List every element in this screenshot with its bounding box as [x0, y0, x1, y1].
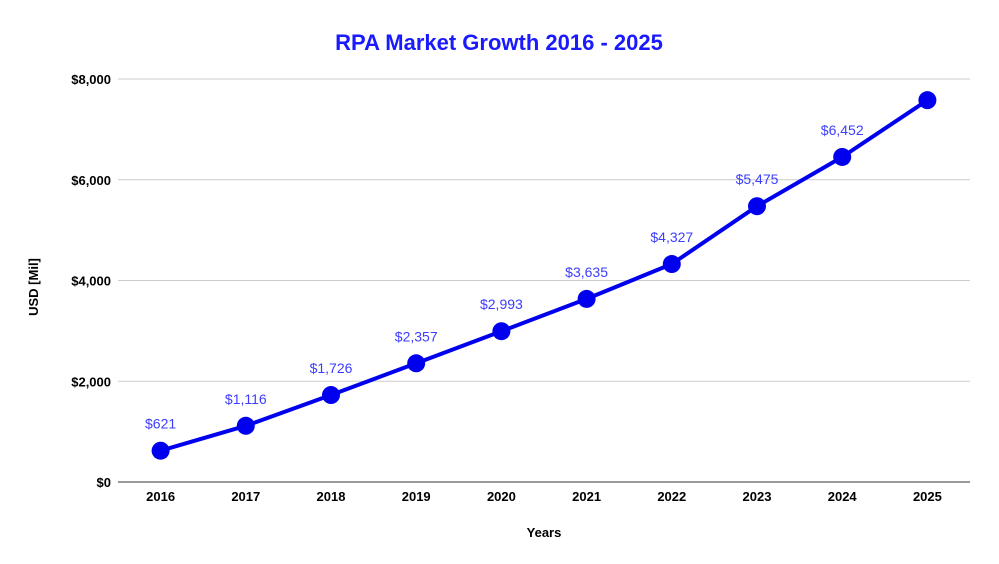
x-tick-label: 2024	[828, 489, 858, 504]
data-point	[151, 441, 170, 460]
grid-lines	[118, 78, 970, 483]
y-tick-label: $8,000	[71, 72, 111, 87]
x-tick-label: 2016	[146, 489, 175, 504]
data-point	[662, 255, 681, 274]
chart-title: RPA Market Growth 2016 - 2025	[335, 30, 663, 55]
y-axis-ticks: $0 $2,000 $4,000 $6,000 $8,000	[71, 72, 111, 490]
data-point	[918, 91, 937, 110]
series	[151, 91, 937, 460]
data-label: $5,475	[736, 171, 779, 187]
x-tick-label: 2019	[402, 489, 431, 504]
data-label: $1,116	[225, 391, 267, 407]
data-label: $6,452	[821, 122, 864, 138]
data-point	[577, 289, 596, 308]
x-tick-label: 2017	[231, 489, 260, 504]
series-line	[158, 98, 930, 453]
x-tick-label: 2020	[487, 489, 516, 504]
data-label: $4,327	[650, 229, 693, 245]
y-tick-label: $4,000	[71, 274, 111, 289]
x-tick-label: 2025	[913, 489, 942, 504]
y-tick-label: $0	[97, 475, 111, 490]
data-label: $3,635	[565, 264, 608, 280]
y-tick-label: $6,000	[71, 173, 111, 188]
x-tick-label: 2018	[317, 489, 346, 504]
data-point	[748, 197, 766, 216]
y-tick-label: $2,000	[71, 374, 111, 389]
x-axis-title: Years	[527, 525, 562, 540]
data-point	[492, 322, 511, 341]
data-point	[236, 416, 255, 435]
data-label: $2,993	[480, 296, 523, 312]
x-tick-label: 2022	[657, 489, 686, 504]
data-label: $2,357	[395, 328, 438, 344]
x-axis-ticks: 2016 2017 2018 2019 2020 2021 2022 2023 2024 2025	[146, 489, 942, 504]
data-point	[833, 147, 852, 166]
x-tick-label: 2021	[572, 489, 601, 504]
data-point	[322, 386, 340, 405]
y-axis-title: USD [Mil]	[26, 258, 41, 316]
data-label: $1,726	[310, 360, 353, 376]
data-label: $621	[145, 416, 176, 432]
data-labels: $621 $1,116 $1,726 $2,357 $2,993 $3,635 $4,327…	[145, 122, 864, 432]
data-point	[407, 354, 426, 373]
x-tick-label: 2023	[743, 489, 772, 504]
